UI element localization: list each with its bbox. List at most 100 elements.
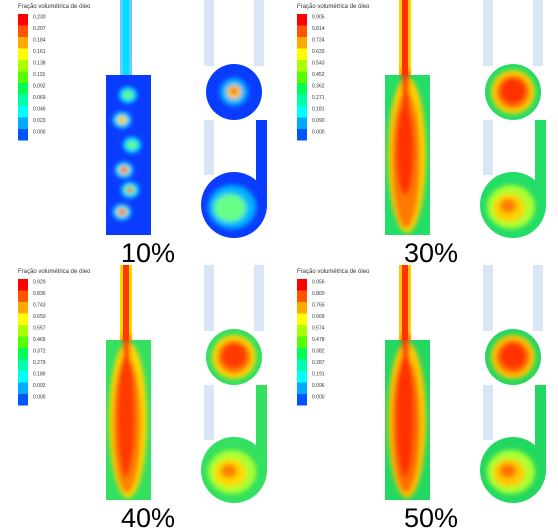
legend-swatch — [297, 37, 307, 49]
legend-tick: 0.271 — [312, 95, 325, 101]
legend-swatch — [297, 325, 307, 337]
legend-swatch — [18, 72, 28, 84]
ring — [500, 199, 516, 213]
legend-swatch — [297, 291, 307, 303]
legend-swatch — [18, 371, 28, 383]
legend-title: Fração volumétrica de óleo — [18, 4, 91, 10]
legend-tick: 0.092 — [33, 83, 46, 89]
blob — [127, 187, 133, 193]
legend-tick: 0.161 — [33, 49, 46, 55]
legend-swatch — [18, 118, 28, 130]
pipe-wall — [204, 0, 214, 66]
ring — [214, 194, 246, 222]
legend-swatch — [18, 95, 28, 107]
legend-swatch — [297, 95, 307, 107]
legend-swatch — [18, 37, 28, 49]
legend-title: Fração volumétrica de óleo — [297, 269, 370, 275]
legend-swatch — [18, 314, 28, 326]
legend-tick: 0.096 — [312, 383, 325, 389]
section-top-contour — [212, 335, 256, 379]
legend-swatch — [18, 106, 28, 118]
legend-swatch — [18, 360, 28, 372]
ring — [221, 464, 237, 478]
legend-tick: 0.115 — [33, 72, 45, 78]
pipe-wall — [533, 265, 543, 331]
legend-tick: 0.956 — [312, 279, 325, 285]
ring — [500, 78, 526, 104]
page: {"panels": [ {"label": "10%", "legend_ti… — [0, 0, 558, 531]
legend-swatch — [297, 371, 307, 383]
inlet-core — [123, 265, 129, 341]
panel: Fração volumétrica de óleo0.9560.8600.76… — [297, 265, 546, 531]
legend-title: Fração volumétrica de óleo — [18, 269, 91, 275]
legend-swatch — [18, 394, 28, 406]
legend-swatch — [18, 129, 28, 141]
legend-tick: 0.814 — [312, 26, 325, 32]
legend-swatch — [297, 26, 307, 38]
legend-swatch — [18, 348, 28, 360]
legend-swatch — [297, 348, 307, 360]
panel: Fração volumétrica de óleo0.9050.8140.72… — [297, 0, 546, 268]
legend-tick: 0.543 — [312, 60, 325, 66]
ring — [500, 464, 516, 478]
legend-swatch — [297, 83, 307, 95]
legend-tick: 0.633 — [312, 49, 325, 55]
legend-swatch — [18, 14, 28, 26]
legend-tick: 0.743 — [33, 302, 46, 308]
legend-tick: 0.191 — [312, 371, 325, 377]
panel-label: 10% — [121, 238, 175, 268]
legend-swatch — [297, 394, 307, 406]
legend-swatch — [18, 302, 28, 314]
legend-tick: 0.382 — [312, 348, 325, 354]
legend-tick: 0.836 — [33, 291, 46, 297]
pipe-wall — [204, 120, 214, 175]
blob — [121, 167, 127, 173]
legend-tick: 0.650 — [33, 314, 46, 320]
legend-title: Fração volumétrica de óleo — [297, 4, 370, 10]
legend-swatch — [297, 314, 307, 326]
section-bottom-contour — [208, 450, 256, 494]
pipe-wall — [254, 0, 264, 66]
legend-tick: 0.230 — [33, 14, 46, 20]
legend-swatch — [297, 129, 307, 141]
legend-swatch — [297, 360, 307, 372]
legend-tick: 0.724 — [312, 37, 325, 43]
blob — [123, 91, 133, 99]
legend-swatch — [297, 337, 307, 349]
section-top-contour — [491, 335, 535, 379]
legend-tick: 0.093 — [33, 383, 46, 389]
legend-tick: 0.207 — [33, 26, 46, 32]
legend-tick: 0.765 — [312, 302, 325, 308]
inlet-core — [402, 0, 408, 76]
pipe-wall — [204, 265, 214, 331]
section-bottom-contour — [487, 185, 535, 229]
legend-swatch — [18, 49, 28, 61]
figure: Fração volumétrica de óleo 0.230 0.207 0.18… — [0, 0, 558, 531]
legend-swatch — [18, 383, 28, 395]
section-top-contour — [220, 78, 248, 106]
pipe-wall — [483, 385, 493, 440]
legend-tick: 0.452 — [312, 72, 325, 78]
pipe-wall — [483, 120, 493, 175]
legend-tick: 0.186 — [33, 371, 46, 377]
legend-tick: 0.000 — [33, 394, 46, 400]
legend-swatch — [297, 60, 307, 72]
legend-swatch — [18, 83, 28, 95]
legend-tick: 0.557 — [33, 325, 46, 331]
legend-tick: 0.929 — [33, 279, 46, 285]
legend-tick: 0.069 — [33, 95, 46, 101]
panel-label: 50% — [404, 503, 458, 531]
legend-tick: 0.090 — [312, 118, 325, 124]
legend-tick: 0.184 — [33, 37, 46, 43]
legend-swatch — [18, 60, 28, 72]
blob — [117, 116, 127, 124]
blob — [127, 141, 137, 149]
legend-tick: 0.478 — [312, 337, 325, 343]
ring — [500, 343, 526, 369]
pipe-wall — [483, 0, 493, 66]
legend-tick: 0.046 — [33, 106, 46, 112]
jet — [123, 335, 130, 375]
section-top-contour — [491, 70, 535, 114]
jet — [402, 70, 409, 110]
legend-tick: 0.669 — [312, 314, 325, 320]
